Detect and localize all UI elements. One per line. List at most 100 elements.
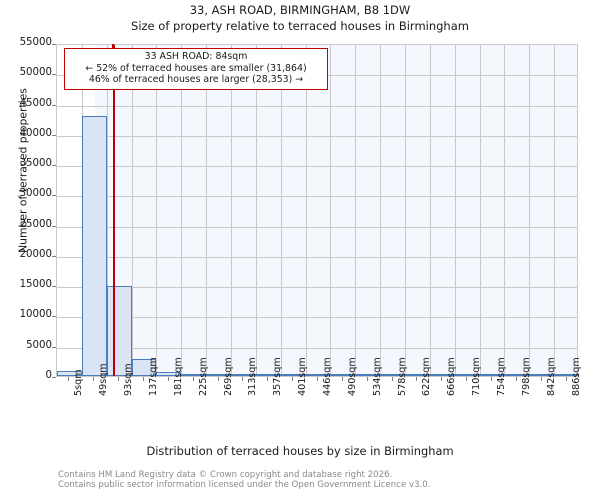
chart-title-line-2: Size of property relative to terraced ho…	[131, 19, 469, 33]
bar	[330, 374, 356, 376]
gridline	[281, 45, 282, 376]
gridline	[231, 45, 232, 376]
bar	[479, 374, 505, 376]
bar	[454, 374, 480, 376]
footer-line-2: Contains public sector information licen…	[58, 480, 431, 491]
x-tick-mark	[416, 377, 418, 381]
y-tick-mark	[52, 286, 56, 288]
gridline	[554, 45, 555, 376]
y-axis-label: Number of terraced properties	[16, 88, 30, 253]
x-tick-label: 137sqm	[148, 357, 159, 396]
gridline	[57, 287, 577, 289]
gridline	[405, 45, 406, 376]
y-tick-label: 30000	[19, 188, 52, 200]
gridline	[57, 135, 577, 137]
y-tick-label: 5000	[26, 339, 52, 351]
x-tick-label: 578sqm	[397, 357, 408, 396]
gridline	[57, 317, 577, 319]
gridline	[57, 256, 577, 258]
bar	[405, 374, 430, 376]
annotation-line-3: 46% of terraced houses are larger (28,35…	[88, 74, 304, 86]
bar	[106, 286, 132, 376]
bar	[355, 374, 381, 376]
gridline	[306, 45, 307, 376]
x-tick-label: 401sqm	[297, 357, 308, 396]
gridline	[504, 45, 505, 376]
y-tick-label: 20000	[19, 248, 52, 260]
property-marker-line-top	[112, 44, 115, 50]
x-tick-label: 93sqm	[123, 363, 135, 396]
y-tick-label: 10000	[19, 309, 52, 321]
x-tick-mark	[118, 377, 120, 381]
x-tick-mark	[143, 377, 144, 381]
x-tick-mark	[93, 377, 95, 381]
bar	[131, 359, 157, 376]
x-tick-label: 490sqm	[347, 357, 358, 396]
x-tick-label: 798sqm	[521, 357, 532, 396]
gridline	[57, 196, 577, 198]
y-tick-label: 15000	[19, 279, 52, 291]
gridline	[256, 45, 257, 376]
x-tick-mark	[441, 377, 443, 381]
x-axis-label: Distribution of terraced houses by size …	[146, 444, 454, 458]
x-tick-label: 534sqm	[372, 357, 383, 396]
bar	[255, 374, 281, 376]
bar	[206, 374, 231, 376]
x-tick-mark	[292, 377, 294, 381]
x-tick-mark	[565, 377, 567, 381]
x-tick-label: 754sqm	[496, 357, 507, 396]
bar	[280, 374, 306, 376]
bar	[181, 374, 207, 376]
bar	[554, 374, 579, 376]
gridline	[156, 45, 157, 376]
y-tick-label: 55000	[19, 37, 52, 48]
y-tick-mark	[52, 44, 56, 45]
y-tick-label: 45000	[19, 97, 52, 109]
x-tick-mark	[317, 377, 318, 381]
annotation-line-1: 33 ASH ROAD: 84sqm	[144, 51, 248, 62]
gridline	[107, 45, 108, 376]
y-tick-mark	[52, 377, 56, 378]
x-tick-label: 622sqm	[421, 357, 432, 396]
bar	[429, 374, 455, 376]
y-tick-label: 40000	[19, 127, 52, 139]
x-tick-label: 181sqm	[173, 357, 184, 396]
y-tick-mark	[52, 104, 56, 106]
y-tick-mark	[52, 346, 56, 348]
x-tick-mark	[341, 377, 343, 381]
footer-line-1: Contains HM Land Registry data © Crown c…	[58, 470, 393, 480]
chart-title-line-1: 33, ASH ROAD, BIRMINGHAM, B8 1DW	[189, 3, 411, 17]
gridline	[57, 226, 577, 228]
gridline	[455, 45, 456, 376]
y-tick-mark	[52, 134, 56, 136]
y-tick-mark	[52, 316, 56, 318]
x-tick-label: 49sqm	[98, 363, 110, 396]
bar	[380, 374, 405, 376]
gridline	[181, 45, 182, 376]
y-tick-label: 0	[45, 370, 52, 381]
x-tick-mark	[515, 377, 517, 381]
y-tick-label: 25000	[19, 218, 52, 230]
gridline	[430, 45, 431, 376]
x-tick-label: 313sqm	[247, 357, 258, 396]
gridline	[355, 45, 356, 376]
y-axis: 0 5000 10000 15000 20000 25000 30000 35000 40000…	[0, 0, 56, 500]
bar	[156, 371, 182, 376]
x-tick-mark	[391, 377, 393, 381]
bar	[231, 374, 256, 376]
x-tick-mark	[242, 377, 244, 381]
x-tick-mark	[491, 377, 492, 381]
x-tick-mark	[466, 377, 468, 381]
x-tick-label: 357sqm	[272, 357, 283, 396]
y-tick-mark	[52, 225, 56, 227]
x-tick-mark	[540, 377, 542, 381]
y-tick-mark	[52, 74, 56, 76]
bar	[57, 371, 82, 376]
x-tick-mark	[217, 377, 219, 381]
property-marker-line	[113, 45, 116, 376]
x-tick-label: 842sqm	[546, 357, 557, 396]
x-tick-label: 666sqm	[446, 357, 457, 396]
gridline	[132, 45, 133, 376]
x-tick-label: 225sqm	[198, 357, 209, 396]
gridline	[57, 105, 577, 107]
